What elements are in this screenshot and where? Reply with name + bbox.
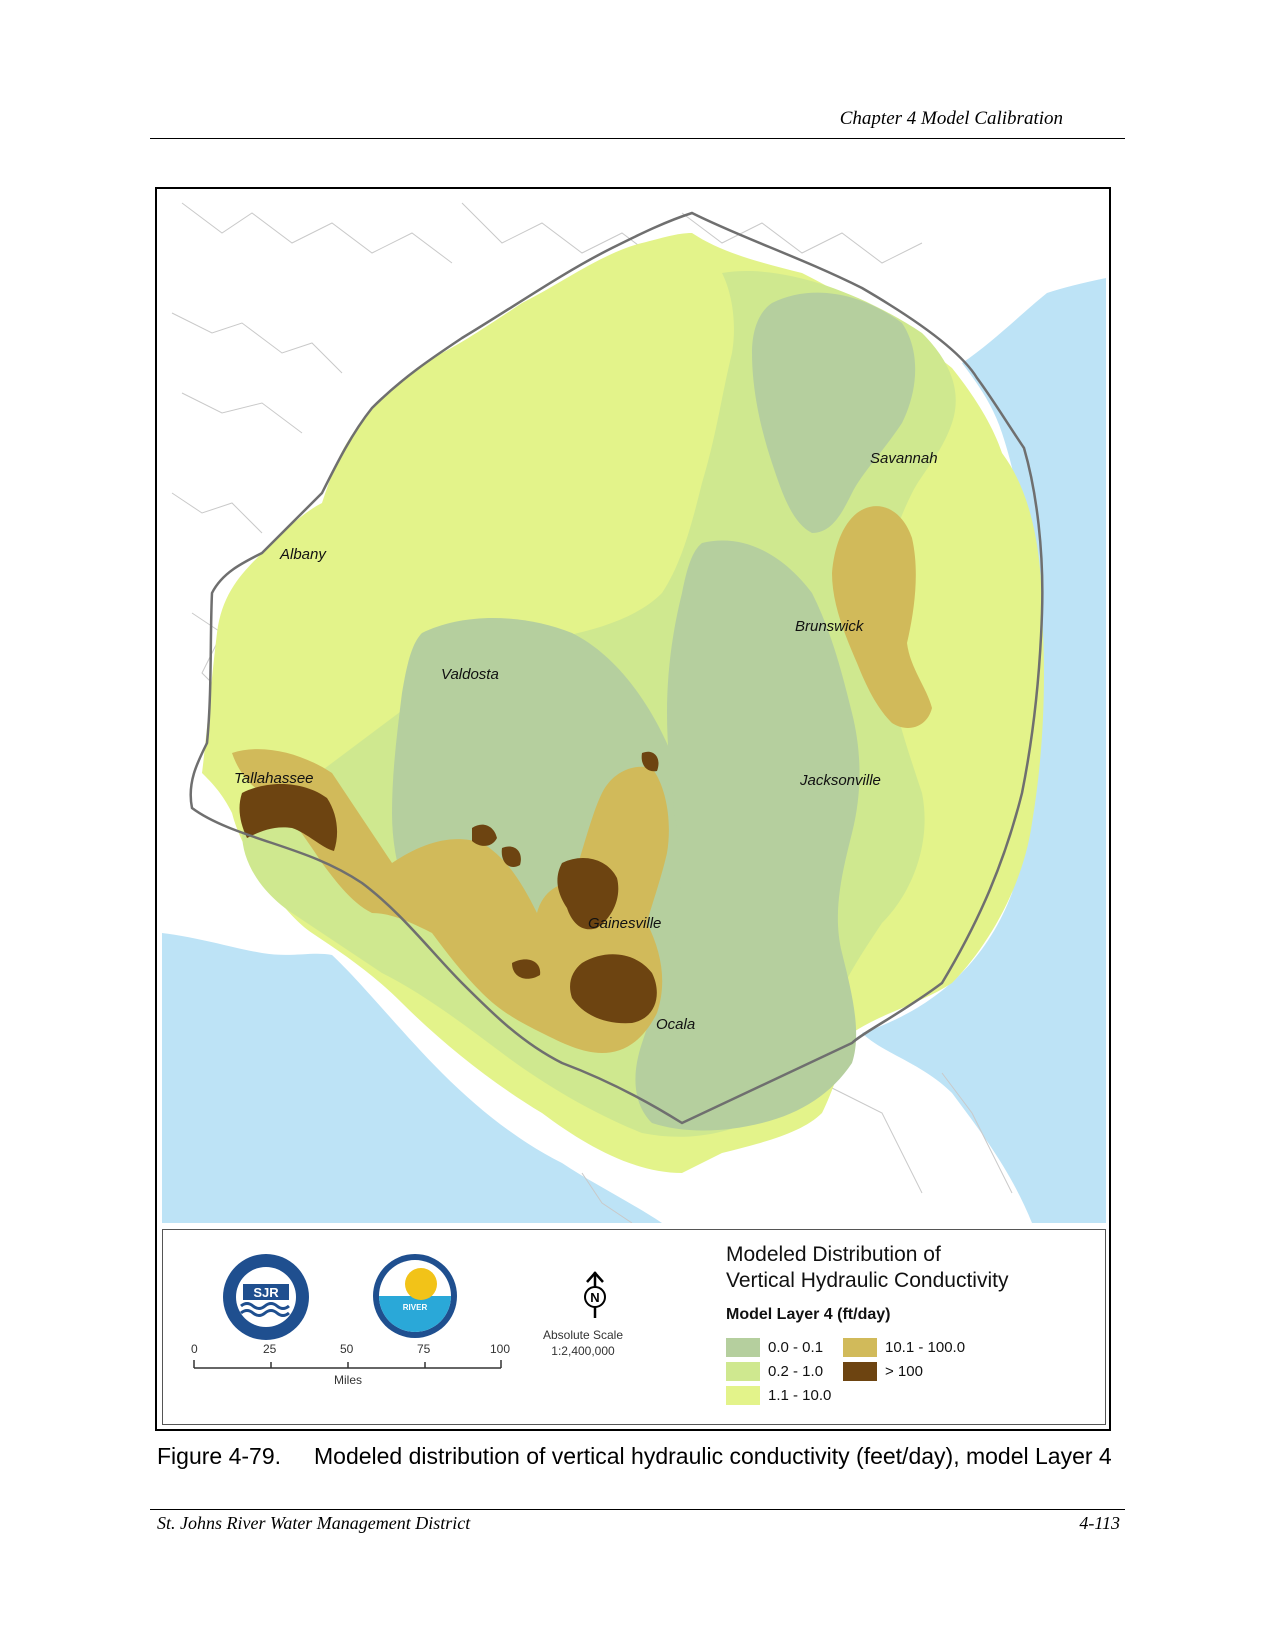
absolute-scale-value: 1:2,400,000 xyxy=(551,1344,615,1358)
scale-tick-75: 75 xyxy=(417,1342,431,1356)
map-svg: Savannah Albany Brunswick Valdosta Talla… xyxy=(162,193,1106,1223)
legend-title-line1: Modeled Distribution of xyxy=(726,1243,941,1266)
legend-swatch xyxy=(726,1362,760,1381)
city-label-valdosta: Valdosta xyxy=(441,666,499,683)
model-boundary xyxy=(189,211,1044,1125)
legend-title-line2: Vertical Hydraulic Conductivity xyxy=(726,1269,1009,1292)
footer-page-number: 4-113 xyxy=(1079,1513,1120,1533)
legend-item-label: 0.0 - 0.1 xyxy=(768,1339,824,1356)
figure-number: Figure 4-79. xyxy=(157,1443,282,1469)
absolute-scale-label: Absolute Scale xyxy=(542,1328,624,1342)
city-label-tallahassee: Tallahassee xyxy=(234,770,314,787)
scale-tick-100: 100 xyxy=(490,1342,511,1356)
legend-subtitle: Model Layer 4 (ft/day) xyxy=(726,1306,891,1323)
zone-gt-100-gainesville xyxy=(557,858,657,1024)
footer-organization: St. Johns River Water Management Distric… xyxy=(157,1513,471,1533)
city-label-albany: Albany xyxy=(279,546,327,563)
scale-tick-25: 25 xyxy=(263,1342,277,1356)
city-label-gainesville: Gainesville xyxy=(588,915,661,932)
north-arrow-icon: N xyxy=(584,1271,606,1318)
scale-unit: Miles xyxy=(333,1373,362,1387)
legend-item: 10.1 - 100.0 xyxy=(843,1338,965,1357)
legend-item: 1.1 - 10.0 xyxy=(726,1386,831,1405)
legend-item-label: > 100 xyxy=(885,1363,923,1380)
legend-item: 0.2 - 1.0 xyxy=(726,1362,823,1381)
scale-bar xyxy=(193,1360,502,1369)
svg-text:SJR: SJR xyxy=(253,1285,279,1300)
city-label-jacksonville: Jacksonville xyxy=(799,772,881,789)
zone-10-100-gulf xyxy=(232,749,669,1053)
map-panel: Savannah Albany Brunswick Valdosta Talla… xyxy=(162,193,1106,1223)
city-label-savannah: Savannah xyxy=(870,450,938,467)
legend-panel: SJR RIVER N Absolute Scale 1:2,400,000 0… xyxy=(162,1229,1106,1425)
legend-swatch xyxy=(726,1338,760,1357)
legend-item-label: 10.1 - 100.0 xyxy=(885,1339,966,1356)
legend-title: Modeled Distribution of Vertical Hydraul… xyxy=(726,1242,1008,1294)
legend-item: 0.0 - 0.1 xyxy=(726,1338,823,1357)
svg-text:N: N xyxy=(590,1290,599,1305)
figure-caption: Figure 4-79. Modeled distribution of vert… xyxy=(157,1443,1112,1470)
zone-gt-100-small xyxy=(472,751,659,979)
scale-tick-50: 50 xyxy=(340,1342,354,1356)
svg-text:RIVER: RIVER xyxy=(403,1303,428,1312)
legend-item: > 100 xyxy=(843,1362,923,1381)
srwmd-logo: RIVER xyxy=(373,1254,457,1338)
header-rule xyxy=(150,138,1125,139)
zone-0-0-1-north xyxy=(752,292,916,533)
legend-swatch xyxy=(726,1386,760,1405)
gulf-water xyxy=(162,933,662,1223)
figure-frame xyxy=(155,187,1111,1431)
city-label-brunswick: Brunswick xyxy=(795,618,865,635)
footer-rule xyxy=(150,1509,1125,1510)
scale-tick-0: 0 xyxy=(191,1342,198,1356)
legend-swatch xyxy=(843,1362,877,1381)
legend-swatch xyxy=(843,1338,877,1357)
legend-item-label: 0.2 - 1.0 xyxy=(768,1363,824,1380)
figure-caption-text: Modeled distribution of vertical hydraul… xyxy=(314,1443,1112,1469)
page-header-title: Chapter 4 Model Calibration xyxy=(839,108,1063,129)
zone-0-0-1-east xyxy=(635,540,860,1131)
atlantic-water xyxy=(862,278,1106,1223)
city-label-ocala: Ocala xyxy=(656,1016,695,1033)
zone-10-100-brunswick xyxy=(832,506,932,728)
legend-item-label: 1.1 - 10.0 xyxy=(768,1387,832,1404)
sjrwmd-logo: SJR xyxy=(223,1254,309,1340)
zone-gt-100-tallahassee xyxy=(239,783,338,851)
